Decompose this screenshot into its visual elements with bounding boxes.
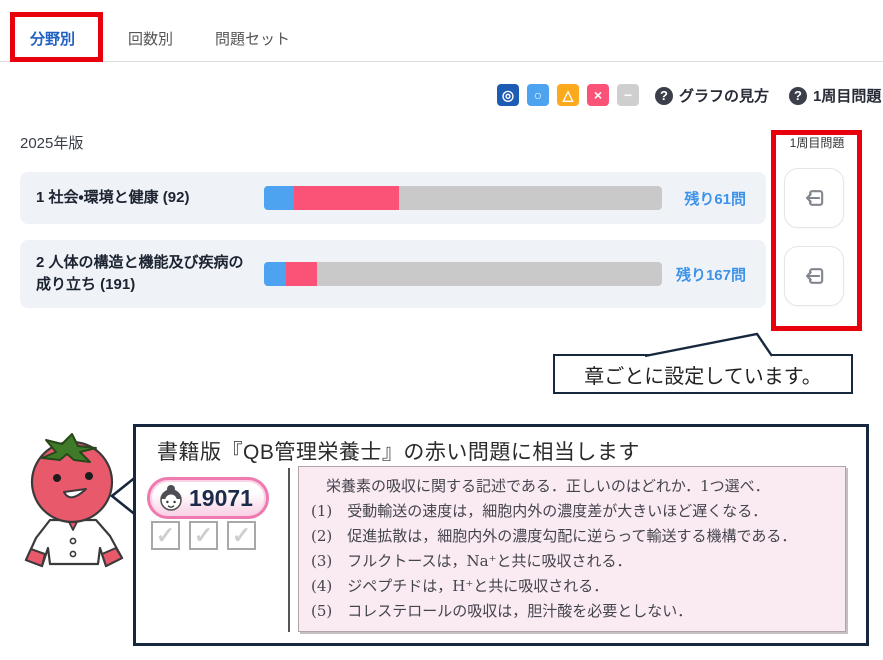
mascot-panel-title: 書籍版『QB管理栄養士』の赤い問題に相当します [157, 441, 640, 464]
remaining-count: 残り61問 [684, 190, 746, 208]
question-mark-icon: ? [789, 86, 807, 105]
legend-icon-dash: − [617, 84, 639, 106]
chapter-title: 2 人体の構造と機能及び疾病の 成り立ち (191) [36, 254, 244, 293]
chapter-title: 1 社会・環境と健康 (92) [36, 189, 190, 207]
dietitian-face-icon [160, 485, 182, 511]
attempt-checkbox: ✓ [151, 521, 180, 550]
bar-segment-blue [264, 262, 286, 286]
tab-by-field[interactable]: 分野別 [30, 31, 76, 48]
question-mark-icon: ? [655, 86, 673, 105]
question-choice-5: (5) コレステロールの吸収は，胆汁酸を必要としない． [311, 602, 693, 620]
attempt-checkboxes: ✓ ✓ ✓ [151, 521, 256, 550]
progress-bar-1 [264, 186, 662, 210]
question-choice-3: (3) フルクトースは，Na⁺と共に吸収される． [311, 552, 632, 570]
question-id: 19071 [189, 484, 253, 511]
graph-help-link[interactable]: ? グラフの見方 [655, 85, 769, 106]
graph-help-label: グラフの見方 [679, 88, 770, 105]
chapter-row-2[interactable]: 2 人体の構造と機能及び疾病の 成り立ち (191) 残り167問 [20, 240, 766, 308]
first-round-help-link[interactable]: ? 1周目問題 [789, 85, 881, 106]
box-arrow-in-left-icon [805, 268, 824, 284]
callout-tail-up [644, 332, 773, 358]
tab-by-session[interactable]: 回数別 [128, 31, 174, 48]
attempt-checkbox: ✓ [227, 521, 256, 550]
question-choice-4: (4) ジペプチドは，H⁺と共に吸収される． [311, 577, 609, 595]
legend-icon-cross: × [587, 84, 609, 106]
bar-segment-blue [264, 186, 294, 210]
first-round-button-1[interactable] [784, 168, 844, 228]
panel-divider [288, 468, 290, 632]
progress-bar-2 [264, 262, 662, 286]
question-id-badge: 19071 [147, 477, 269, 519]
attempt-checkbox: ✓ [189, 521, 218, 550]
question-panel: 栄養素の吸収に関する記述である．正しいのはどれか．1つ選べ． (1) 受動輸送の… [298, 466, 846, 632]
callout-tail-left [109, 474, 138, 518]
bar-segment-pink [286, 262, 317, 286]
bar-segment-pink [294, 186, 399, 210]
tab-problem-set[interactable]: 問題セット [215, 31, 291, 48]
question-choice-1: (1) 受動輸送の速度は，細胞内外の濃度差が大きいほど遅くなる． [311, 502, 768, 520]
tomato-mascot [24, 433, 124, 568]
legend-icon-double-circle: ◎ [497, 84, 519, 106]
box-arrow-in-left-icon [805, 190, 824, 206]
first-round-button-2[interactable] [784, 246, 844, 306]
remaining-count: 残り167問 [675, 266, 746, 284]
tabbar-divider [0, 61, 883, 62]
chapter-row-1[interactable]: 1 社会・環境と健康 (92) 残り61問 [20, 172, 766, 224]
chapter-callout: 章ごとに設定しています。 [553, 354, 853, 394]
question-choice-2: (2) 促進拡散は，細胞内外の濃度勾配に逆らって輸送する機構である． [311, 527, 797, 545]
first-round-column-label: 1周目問題 [789, 136, 845, 150]
legend-icon-circle: ○ [527, 84, 549, 106]
active-tab-underline [18, 59, 96, 62]
first-round-help-label: 1周目問題 [813, 88, 882, 105]
question-stem: 栄養素の吸収に関する記述である．正しいのはどれか．1つ選べ． [311, 477, 770, 495]
edition-label: 2025年版 [20, 135, 84, 152]
legend-icon-triangle: △ [557, 84, 579, 106]
